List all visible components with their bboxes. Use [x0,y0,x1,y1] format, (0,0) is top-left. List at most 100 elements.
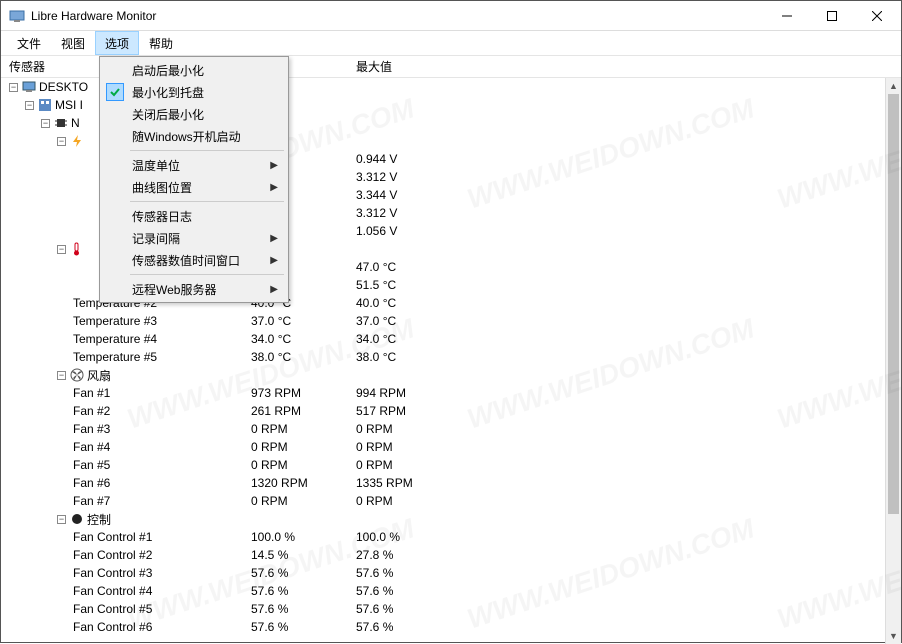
row-label: Fan #1 [73,386,110,400]
menu-item[interactable]: 远程Web服务器 ▶ [102,278,286,300]
menu-options[interactable]: 选项 [95,31,139,55]
menu-item[interactable]: 启动后最小化 [102,59,286,81]
menu-item[interactable]: 传感器日志 [102,205,286,227]
row-label: Fan Control #2 [73,548,152,562]
tree-toggle-icon[interactable]: − [25,101,34,110]
column-sensor[interactable]: 传感器 [9,58,45,75]
tree-row[interactable]: Fan Control #357.6 %57.6 % [1,564,885,582]
tree-toggle-icon[interactable]: − [41,119,50,128]
tree-row[interactable]: Fan #70 RPM0 RPM [1,492,885,510]
row-value: 0 RPM [251,422,346,436]
tree-row[interactable]: Fan Control #2 14.5 % 27.8 % [1,546,885,564]
tree-node-name: Fan #2 [73,404,110,418]
menu-item[interactable]: 随Windows开机启动 [102,125,286,147]
tree-row[interactable]: Fan #1973 RPM994 RPM [1,384,885,402]
ctrl-icon [70,512,84,526]
minimize-button[interactable] [764,1,809,30]
row-label: Fan Control #1 [73,530,152,544]
tree-node-name: −N [41,116,80,130]
tree-row[interactable]: Temperature #434.0 °C34.0 °C [1,330,885,348]
row-value: 38.0 °C [251,350,346,364]
menu-item-label: 传感器数值时间窗口 [132,252,240,269]
row-max: 27.8 % [356,548,451,562]
tree-row[interactable]: − 控制 [1,510,885,528]
vertical-scrollbar[interactable]: ▲ ▼ [885,78,901,644]
tree-node-name: Fan #4 [73,440,110,454]
row-value: 57.6 % [251,602,346,616]
app-icon [9,8,25,24]
row-max: 0 RPM [356,440,451,454]
tree-node-name: −MSI I [25,98,83,112]
tree-toggle-icon[interactable]: − [57,137,66,146]
row-label: Fan Control #5 [73,602,152,616]
menu-item-label: 关闭后最小化 [132,106,204,123]
tree-row[interactable]: Fan #2261 RPM517 RPM [1,402,885,420]
menu-item[interactable]: 记录间隔▶ [102,227,286,249]
submenu-arrow-icon: ▶ [270,160,278,171]
scroll-up-icon[interactable]: ▲ [886,78,901,94]
menu-view[interactable]: 视图 [51,31,95,55]
menu-separator [130,201,284,202]
row-max: 57.6 % [356,566,451,580]
tree-row[interactable]: Fan #50 RPM0 RPM [1,456,885,474]
tree-node-name: Fan Control #3 [73,566,152,580]
column-max[interactable]: 最大值 [356,58,392,75]
tree-node-name: Temperature #3 [73,314,157,328]
close-button[interactable] [854,1,899,30]
menu-item-label: 远程Web服务器 [132,281,216,298]
menu-item[interactable]: 曲线图位置 ▶ [102,176,286,198]
menu-item-label: 最小化到托盘 [132,84,204,101]
submenu-arrow-icon: ▶ [270,182,278,193]
tree-toggle-icon[interactable]: − [57,245,66,254]
window-title: Libre Hardware Monitor [31,9,764,23]
tree-node-name: −风扇 [57,367,111,384]
tree-toggle-icon[interactable]: − [57,371,66,380]
row-value: 14.5 % [251,548,346,562]
scroll-thumb[interactable] [888,94,899,514]
tree-toggle-icon[interactable]: − [9,83,18,92]
row-label: 控制 [87,511,111,528]
check-icon [106,83,124,101]
row-max: 3.312 V [356,170,451,184]
tree-node-name: Fan #7 [73,494,110,508]
tree-row[interactable]: Fan #30 RPM0 RPM [1,420,885,438]
tree-row[interactable]: −风扇 [1,366,885,384]
menu-item[interactable]: 温度单位▶ [102,154,286,176]
menu-item-label: 曲线图位置 [132,179,192,196]
submenu-arrow-icon: ▶ [270,284,278,295]
tree-row[interactable]: Fan Control #657.6 %57.6 % [1,618,885,636]
row-max: 0 RPM [356,458,451,472]
row-label: Fan #6 [73,476,110,490]
volt-icon [70,134,84,148]
scroll-down-icon[interactable]: ▼ [886,628,901,644]
maximize-button[interactable] [809,1,854,30]
tree-toggle-icon[interactable]: − [57,515,66,524]
row-label: Fan #7 [73,494,110,508]
tree-row[interactable]: Fan Control #557.6 %57.6 % [1,600,885,618]
menu-item-label: 记录间隔 [132,230,180,247]
menu-file[interactable]: 文件 [7,31,51,55]
tree-node-name: Fan Control #5 [73,602,152,616]
menu-separator [130,150,284,151]
row-max: 57.6 % [356,620,451,634]
menu-item[interactable]: 最小化到托盘 [102,81,286,103]
tree-row[interactable]: Temperature #538.0 °C38.0 °C [1,348,885,366]
row-max: 0 RPM [356,494,451,508]
row-value: 1320 RPM [251,476,346,490]
tree-row[interactable]: Fan Control #457.6 %57.6 % [1,582,885,600]
row-max: 37.0 °C [356,314,451,328]
menu-separator [130,274,284,275]
tree-row[interactable]: Fan #40 RPM0 RPM [1,438,885,456]
mb-icon [38,98,52,112]
menu-item[interactable]: 传感器数值时间窗口▶ [102,249,286,271]
tree-node-name: Fan Control #6 [73,620,152,634]
menu-item[interactable]: 关闭后最小化 [102,103,286,125]
tree-node-name: Fan Control #2 [73,548,152,562]
row-label: Fan Control #4 [73,584,152,598]
tree-row[interactable]: Fan Control #1100.0 %100.0 % [1,528,885,546]
menu-help[interactable]: 帮助 [139,31,183,55]
menu-item-label: 传感器日志 [132,208,192,225]
tree-row[interactable]: Fan #61320 RPM1335 RPM [1,474,885,492]
row-label: N [71,116,80,130]
tree-row[interactable]: Temperature #337.0 °C37.0 °C [1,312,885,330]
